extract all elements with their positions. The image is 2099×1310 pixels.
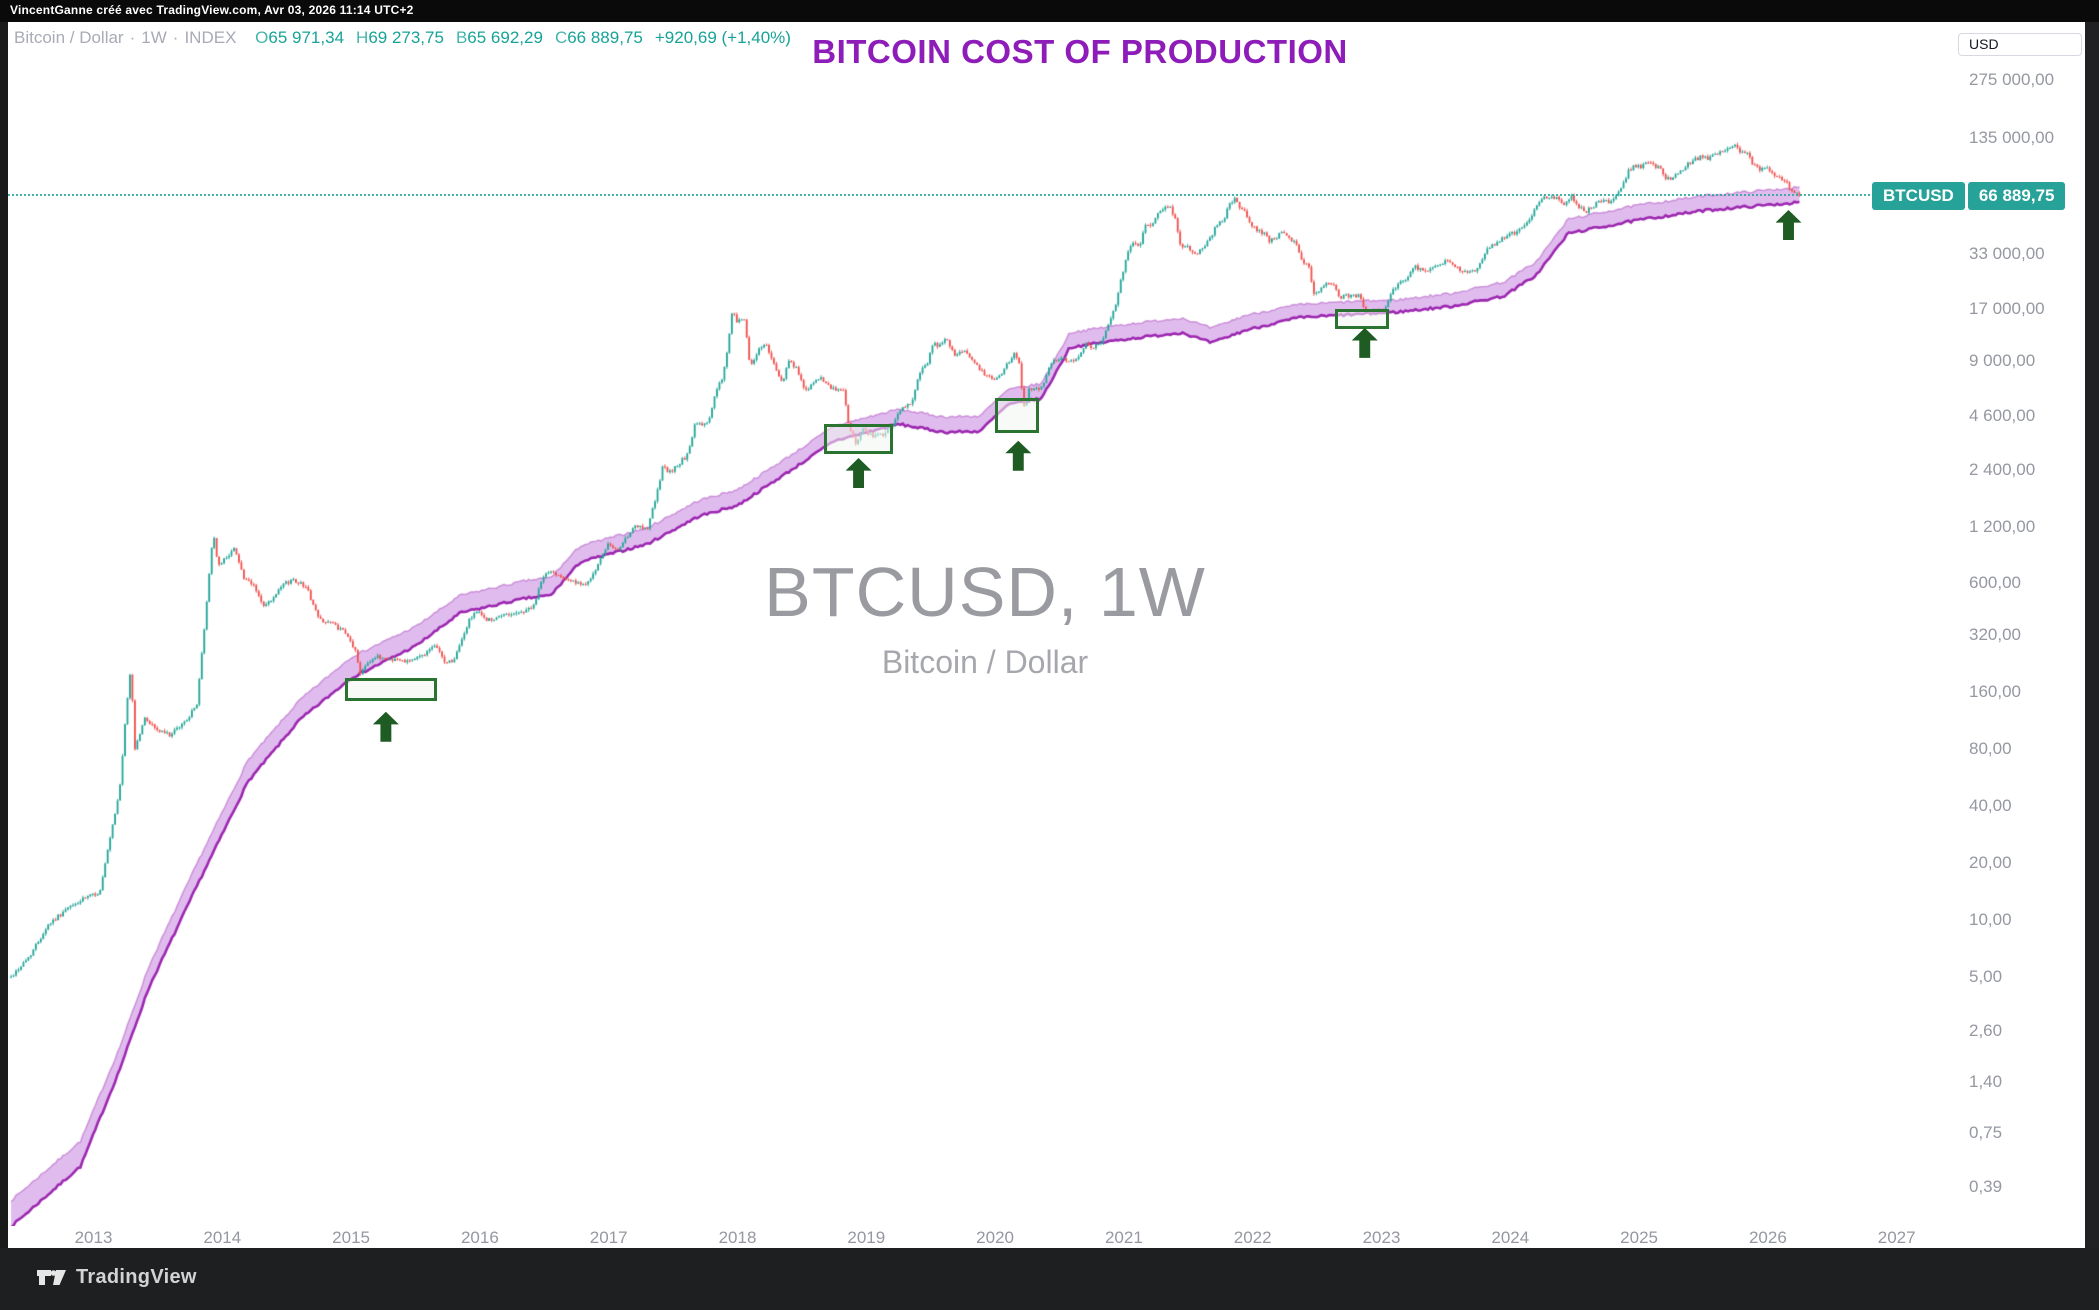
- chart-title-text-drawing[interactable]: BITCOIN COST OF PRODUCTION: [812, 33, 1348, 70]
- last-price-flag: BTCUSD 66 889,75: [1872, 182, 2066, 210]
- legend-symbol[interactable]: Bitcoin / Dollar: [14, 28, 124, 47]
- year-tick-label: 2020: [976, 1228, 1014, 1247]
- attribution-bar: VincentGanne créé avec TradingView.com, …: [0, 0, 2099, 22]
- last-price-flag-value: 66 889,75: [1967, 182, 2066, 210]
- tradingview-logo-icon: [37, 1270, 66, 1285]
- price-tick-label: 9 000,00: [1969, 350, 2036, 370]
- time-axis[interactable]: 2013 2014 2015 2016 2017 2018 2019 2020 2021 2022…: [8, 1226, 2085, 1248]
- year-tick-label: 2026: [1748, 1228, 1787, 1247]
- change-value: +920,69 (+1,40%): [654, 28, 791, 47]
- ohlc-item: H69 273,75: [356, 28, 444, 47]
- year-tick-label: 2013: [74, 1228, 113, 1247]
- footer-bar: TradingView: [0, 1248, 2099, 1310]
- legend-separator: ·: [172, 28, 179, 47]
- year-tick-label: 2017: [589, 1228, 628, 1247]
- year-tick-label: 2027: [1877, 1228, 1916, 1247]
- price-tick-label: 4 600,00: [1969, 406, 2036, 426]
- currency-button[interactable]: USD: [1958, 33, 2082, 56]
- ohlc-item: B65 692,29: [455, 28, 543, 47]
- price-tick-label: 275 000,00: [1969, 69, 2055, 89]
- legend-ohlc-values: O65 971,34 H69 273,75 B65 692,29 C66 889,75…: [255, 28, 791, 47]
- last-price-flag-symbol: BTCUSD: [1872, 182, 1965, 210]
- legend-separator: ·: [129, 28, 136, 47]
- frame-left: [0, 22, 8, 1248]
- ohlc-item: O65 971,34: [255, 28, 345, 47]
- year-tick-label: 2025: [1620, 1228, 1658, 1247]
- price-axis[interactable]: USD 275 000,00 135 000,00 33 000,00 17 000,…: [1905, 22, 2085, 1248]
- price-tick-label: 320,00: [1969, 625, 2021, 645]
- buy-zone-box[interactable]: [823, 423, 894, 454]
- price-tick-label: 1 200,00: [1969, 516, 2036, 536]
- price-tick-label: 20,00: [1969, 853, 2012, 873]
- year-tick-label: 2023: [1362, 1228, 1401, 1247]
- price-tick-label: 2 400,00: [1969, 459, 2036, 479]
- attribution-text: VincentGanne créé avec TradingView.com, …: [10, 3, 414, 17]
- year-tick-label: 2019: [847, 1228, 886, 1247]
- year-tick-label: 2024: [1491, 1228, 1530, 1247]
- price-tick-label: 0,75: [1969, 1122, 2003, 1142]
- year-tick-label: 2021: [1104, 1228, 1143, 1247]
- current-price-dotted-line: [8, 194, 1870, 196]
- price-tick-label: 10,00: [1969, 910, 2012, 930]
- legend-interval[interactable]: 1W: [141, 28, 167, 47]
- year-tick-label: 2022: [1233, 1228, 1272, 1247]
- price-tick-label: 2,60: [1969, 1020, 2003, 1040]
- tradingview-brand[interactable]: TradingView: [35, 1264, 197, 1290]
- year-tick-label: 2015: [332, 1228, 370, 1247]
- year-tick-label: 2014: [203, 1228, 242, 1247]
- legend-row[interactable]: Bitcoin / Dollar · 1W · INDEX O65 971,34 H69 …: [14, 28, 791, 48]
- price-tick-label: 5,00: [1969, 967, 2003, 986]
- year-tick-label: 2016: [460, 1228, 499, 1247]
- price-tick-label: 600,00: [1969, 573, 2021, 593]
- buy-zone-box[interactable]: [1335, 309, 1390, 329]
- price-tick-label: 160,00: [1969, 682, 2021, 702]
- price-tick-label: 40,00: [1969, 796, 2012, 816]
- price-tick-label: 135 000,00: [1969, 128, 2055, 148]
- frame-right: [2085, 22, 2099, 1248]
- legend-source: INDEX: [184, 28, 237, 47]
- year-tick-label: 2018: [718, 1228, 757, 1247]
- ohlc-item: C66 889,75: [554, 28, 643, 47]
- tradingview-brand-text: TradingView: [76, 1265, 197, 1288]
- price-tick-label: 80,00: [1969, 739, 2012, 759]
- price-tick-label: 1,40: [1969, 1071, 2003, 1091]
- price-tick-label: 33 000,00: [1969, 244, 2045, 264]
- price-tick-label: 0,39: [1969, 1176, 2003, 1196]
- price-tick-label: 17 000,00: [1969, 298, 2045, 318]
- buy-zone-box[interactable]: [344, 678, 438, 702]
- buy-zone-box[interactable]: [995, 397, 1039, 434]
